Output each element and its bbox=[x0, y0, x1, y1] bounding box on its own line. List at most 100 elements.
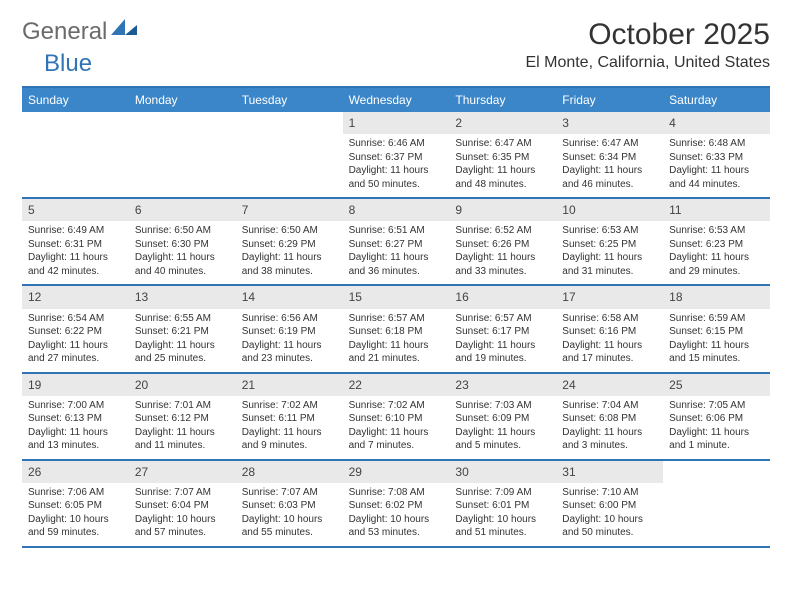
day-body: Sunrise: 6:51 AMSunset: 6:27 PMDaylight:… bbox=[343, 221, 450, 284]
calendar-cell: 15Sunrise: 6:57 AMSunset: 6:18 PMDayligh… bbox=[343, 286, 450, 373]
day-sunrise: Sunrise: 6:55 AM bbox=[135, 312, 230, 326]
day-body: Sunrise: 6:53 AMSunset: 6:25 PMDaylight:… bbox=[556, 221, 663, 284]
calendar-page: General October 2025 El Monte, Californi… bbox=[0, 0, 792, 612]
day-number: 28 bbox=[236, 461, 343, 483]
day-header: Wednesday bbox=[343, 88, 450, 112]
day-number: 6 bbox=[129, 199, 236, 221]
day-sunset: Sunset: 6:12 PM bbox=[135, 412, 230, 426]
day-number: 29 bbox=[343, 461, 450, 483]
day-sunset: Sunset: 6:06 PM bbox=[669, 412, 764, 426]
month-title: October 2025 bbox=[525, 18, 770, 52]
calendar-cell: 6Sunrise: 6:50 AMSunset: 6:30 PMDaylight… bbox=[129, 199, 236, 286]
day-sunrise: Sunrise: 6:57 AM bbox=[349, 312, 444, 326]
day-sunset: Sunset: 6:15 PM bbox=[669, 325, 764, 339]
day-number: 30 bbox=[449, 461, 556, 483]
day-body: Sunrise: 6:52 AMSunset: 6:26 PMDaylight:… bbox=[449, 221, 556, 284]
day-sunrise: Sunrise: 7:04 AM bbox=[562, 399, 657, 413]
day-body: Sunrise: 7:02 AMSunset: 6:11 PMDaylight:… bbox=[236, 396, 343, 459]
day-body: Sunrise: 7:06 AMSunset: 6:05 PMDaylight:… bbox=[22, 483, 129, 546]
day-sunrise: Sunrise: 6:48 AM bbox=[669, 137, 764, 151]
day-body: Sunrise: 7:07 AMSunset: 6:04 PMDaylight:… bbox=[129, 483, 236, 546]
day-sunset: Sunset: 6:11 PM bbox=[242, 412, 337, 426]
day-number: 21 bbox=[236, 374, 343, 396]
calendar-cell: 29Sunrise: 7:08 AMSunset: 6:02 PMDayligh… bbox=[343, 461, 450, 548]
calendar-cell: 26Sunrise: 7:06 AMSunset: 6:05 PMDayligh… bbox=[22, 461, 129, 548]
day-number: 14 bbox=[236, 286, 343, 308]
day-sunset: Sunset: 6:34 PM bbox=[562, 151, 657, 165]
day-sunrise: Sunrise: 7:10 AM bbox=[562, 486, 657, 500]
day-sunrise: Sunrise: 6:58 AM bbox=[562, 312, 657, 326]
day-number: 13 bbox=[129, 286, 236, 308]
day-body: Sunrise: 7:10 AMSunset: 6:00 PMDaylight:… bbox=[556, 483, 663, 546]
day-sunrise: Sunrise: 6:47 AM bbox=[562, 137, 657, 151]
calendar-cell: 18Sunrise: 6:59 AMSunset: 6:15 PMDayligh… bbox=[663, 286, 770, 373]
day-sunset: Sunset: 6:23 PM bbox=[669, 238, 764, 252]
day-sunset: Sunset: 6:22 PM bbox=[28, 325, 123, 339]
calendar-cell: 24Sunrise: 7:04 AMSunset: 6:08 PMDayligh… bbox=[556, 374, 663, 461]
day-daylight: Daylight: 11 hours and 17 minutes. bbox=[562, 339, 657, 366]
day-sunrise: Sunrise: 6:52 AM bbox=[455, 224, 550, 238]
day-daylight: Daylight: 10 hours and 53 minutes. bbox=[349, 513, 444, 540]
day-sunset: Sunset: 6:29 PM bbox=[242, 238, 337, 252]
day-body: Sunrise: 6:55 AMSunset: 6:21 PMDaylight:… bbox=[129, 309, 236, 372]
day-daylight: Daylight: 10 hours and 50 minutes. bbox=[562, 513, 657, 540]
day-daylight: Daylight: 11 hours and 5 minutes. bbox=[455, 426, 550, 453]
day-body: Sunrise: 6:49 AMSunset: 6:31 PMDaylight:… bbox=[22, 221, 129, 284]
day-body: Sunrise: 7:04 AMSunset: 6:08 PMDaylight:… bbox=[556, 396, 663, 459]
day-body: Sunrise: 6:57 AMSunset: 6:17 PMDaylight:… bbox=[449, 309, 556, 372]
calendar-grid: SundayMondayTuesdayWednesdayThursdayFrid… bbox=[22, 86, 770, 548]
day-sunrise: Sunrise: 7:03 AM bbox=[455, 399, 550, 413]
day-body: Sunrise: 7:05 AMSunset: 6:06 PMDaylight:… bbox=[663, 396, 770, 459]
day-header: Saturday bbox=[663, 88, 770, 112]
day-body: Sunrise: 6:46 AMSunset: 6:37 PMDaylight:… bbox=[343, 134, 450, 197]
day-sunset: Sunset: 6:17 PM bbox=[455, 325, 550, 339]
day-number: 8 bbox=[343, 199, 450, 221]
day-daylight: Daylight: 10 hours and 59 minutes. bbox=[28, 513, 123, 540]
calendar-cell: 25Sunrise: 7:05 AMSunset: 6:06 PMDayligh… bbox=[663, 374, 770, 461]
calendar-cell: 30Sunrise: 7:09 AMSunset: 6:01 PMDayligh… bbox=[449, 461, 556, 548]
calendar-cell: 14Sunrise: 6:56 AMSunset: 6:19 PMDayligh… bbox=[236, 286, 343, 373]
day-sunrise: Sunrise: 7:07 AM bbox=[135, 486, 230, 500]
calendar-cell: 11Sunrise: 6:53 AMSunset: 6:23 PMDayligh… bbox=[663, 199, 770, 286]
calendar-cell: 17Sunrise: 6:58 AMSunset: 6:16 PMDayligh… bbox=[556, 286, 663, 373]
calendar-cell: 20Sunrise: 7:01 AMSunset: 6:12 PMDayligh… bbox=[129, 374, 236, 461]
day-body: Sunrise: 6:59 AMSunset: 6:15 PMDaylight:… bbox=[663, 309, 770, 372]
day-number: 18 bbox=[663, 286, 770, 308]
day-sunset: Sunset: 6:03 PM bbox=[242, 499, 337, 513]
calendar-cell: 9Sunrise: 6:52 AMSunset: 6:26 PMDaylight… bbox=[449, 199, 556, 286]
day-sunrise: Sunrise: 6:56 AM bbox=[242, 312, 337, 326]
day-sunset: Sunset: 6:30 PM bbox=[135, 238, 230, 252]
calendar-cell: 4Sunrise: 6:48 AMSunset: 6:33 PMDaylight… bbox=[663, 112, 770, 199]
day-body: Sunrise: 7:00 AMSunset: 6:13 PMDaylight:… bbox=[22, 396, 129, 459]
day-sunrise: Sunrise: 7:09 AM bbox=[455, 486, 550, 500]
calendar-cell: 21Sunrise: 7:02 AMSunset: 6:11 PMDayligh… bbox=[236, 374, 343, 461]
day-number: 20 bbox=[129, 374, 236, 396]
calendar-cell: 10Sunrise: 6:53 AMSunset: 6:25 PMDayligh… bbox=[556, 199, 663, 286]
calendar-cell: 5Sunrise: 6:49 AMSunset: 6:31 PMDaylight… bbox=[22, 199, 129, 286]
title-block: October 2025 El Monte, California, Unite… bbox=[525, 18, 770, 72]
day-daylight: Daylight: 11 hours and 44 minutes. bbox=[669, 164, 764, 191]
day-sunset: Sunset: 6:19 PM bbox=[242, 325, 337, 339]
day-number: 3 bbox=[556, 112, 663, 134]
day-daylight: Daylight: 10 hours and 51 minutes. bbox=[455, 513, 550, 540]
day-number: 19 bbox=[22, 374, 129, 396]
day-header: Tuesday bbox=[236, 88, 343, 112]
day-body: Sunrise: 6:58 AMSunset: 6:16 PMDaylight:… bbox=[556, 309, 663, 372]
day-number: 25 bbox=[663, 374, 770, 396]
calendar-cell: 2Sunrise: 6:47 AMSunset: 6:35 PMDaylight… bbox=[449, 112, 556, 199]
day-daylight: Daylight: 11 hours and 9 minutes. bbox=[242, 426, 337, 453]
day-header: Thursday bbox=[449, 88, 556, 112]
day-sunrise: Sunrise: 6:57 AM bbox=[455, 312, 550, 326]
day-daylight: Daylight: 11 hours and 29 minutes. bbox=[669, 251, 764, 278]
day-body: Sunrise: 7:09 AMSunset: 6:01 PMDaylight:… bbox=[449, 483, 556, 546]
day-sunset: Sunset: 6:05 PM bbox=[28, 499, 123, 513]
calendar-cell: 27Sunrise: 7:07 AMSunset: 6:04 PMDayligh… bbox=[129, 461, 236, 548]
day-number: 11 bbox=[663, 199, 770, 221]
day-number: 9 bbox=[449, 199, 556, 221]
day-body: Sunrise: 6:57 AMSunset: 6:18 PMDaylight:… bbox=[343, 309, 450, 372]
day-sunset: Sunset: 6:25 PM bbox=[562, 238, 657, 252]
calendar-cell: 23Sunrise: 7:03 AMSunset: 6:09 PMDayligh… bbox=[449, 374, 556, 461]
calendar-cell: 19Sunrise: 7:00 AMSunset: 6:13 PMDayligh… bbox=[22, 374, 129, 461]
day-sunrise: Sunrise: 7:06 AM bbox=[28, 486, 123, 500]
day-sunset: Sunset: 6:02 PM bbox=[349, 499, 444, 513]
